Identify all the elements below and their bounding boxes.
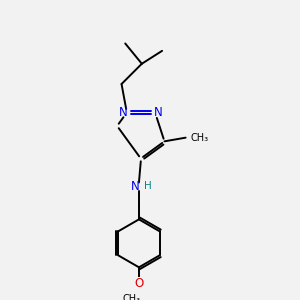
Text: N: N [131, 180, 140, 193]
Text: O: O [134, 278, 144, 290]
Text: H: H [145, 181, 152, 191]
Text: N: N [119, 106, 128, 119]
Text: CH₃: CH₃ [122, 294, 141, 300]
Text: N: N [154, 106, 163, 119]
Text: CH₃: CH₃ [190, 133, 208, 143]
